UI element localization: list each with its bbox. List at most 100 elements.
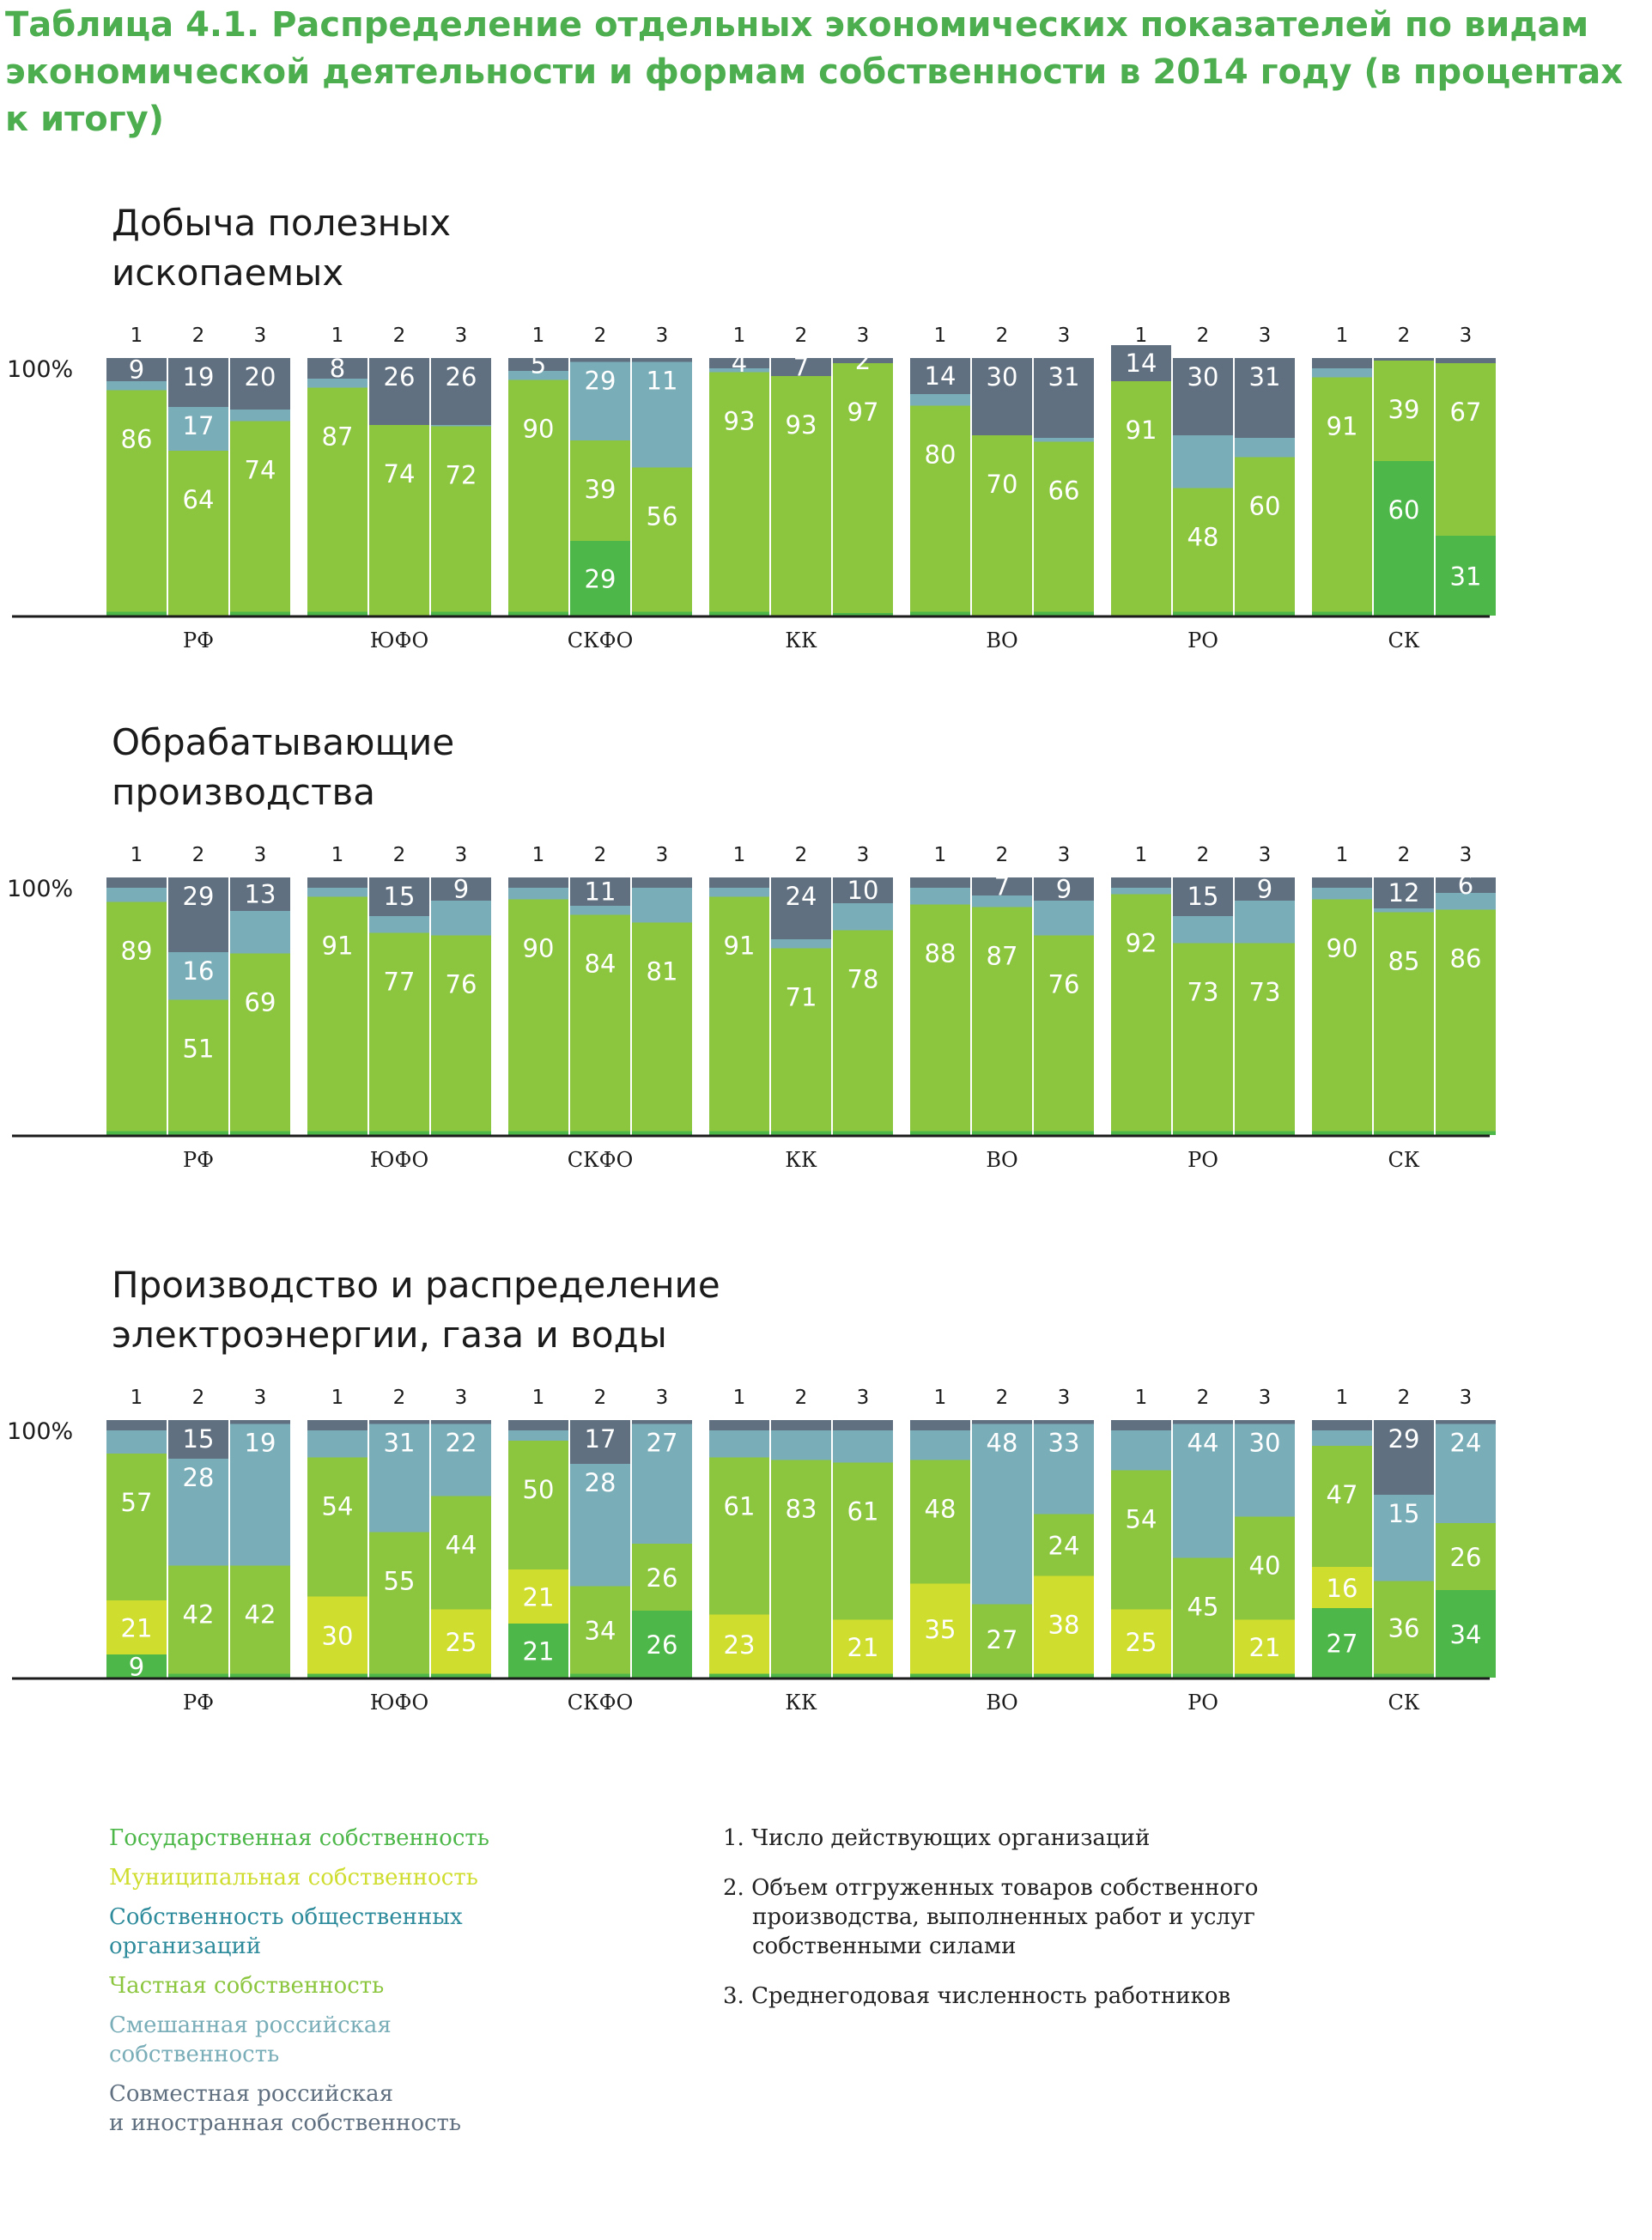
chart-title-line: Производство и распределение (112, 1264, 720, 1306)
bar-segment-private (1173, 1557, 1233, 1674)
bar-segment-state (1312, 611, 1372, 616)
bar: 56 11 (632, 358, 692, 616)
bar: 73 15 (1173, 877, 1233, 1135)
category-label: РО (1187, 628, 1218, 653)
bar-segment-state (1436, 536, 1496, 616)
data-label: 24 (1450, 1429, 1482, 1458)
data-label: 40 (1249, 1551, 1281, 1581)
data-label: 27 (1327, 1630, 1358, 1659)
bar-segment-state (1034, 1131, 1094, 1135)
bar-group: 91 60 39 31 67 (1312, 358, 1496, 616)
bar-index-label: 1 (131, 1387, 143, 1409)
data-label: 9 (1056, 875, 1072, 904)
page-title: Таблица 4.1. Распределение отдельных эко… (5, 5, 1624, 139)
bar-segment-mixed-russian (307, 379, 367, 388)
data-label: 16 (1327, 1574, 1358, 1603)
bar-index-label: 1 (131, 844, 143, 866)
bar-segment-state (1374, 461, 1434, 616)
bar-group: 90 85 12 86 6 (1312, 871, 1496, 1135)
data-label: 77 (384, 968, 416, 997)
data-label: 81 (647, 957, 678, 986)
bar-segment-private (570, 1586, 630, 1674)
bar-segment-joint-foreign (833, 1420, 893, 1430)
bar-index-label: 3 (1058, 1387, 1071, 1409)
bar: 74 26 (369, 358, 429, 616)
bar: 77 15 (369, 877, 429, 1135)
bar-segment-state (972, 1131, 1032, 1135)
bar-segment-private (833, 1462, 893, 1620)
chart-electricity: Производство и распределение электроэнерг… (7, 1264, 1496, 1715)
data-label: 26 (384, 362, 416, 392)
data-label: 11 (585, 877, 616, 907)
bar-segment-mixed-russian (1235, 438, 1295, 458)
bar-index-label: 3 (656, 325, 669, 347)
data-label: 20 (245, 362, 276, 392)
bar-segment-private (709, 372, 769, 612)
bar: 91 (307, 877, 367, 1135)
data-label: 17 (585, 1424, 616, 1454)
data-label: 45 (1187, 1593, 1219, 1622)
bar-segment-state (508, 611, 568, 616)
bar-segment-private (307, 1457, 367, 1597)
bar-index-label: 3 (857, 844, 870, 866)
bar-segment-private (168, 451, 228, 616)
data-label: 48 (925, 1495, 957, 1524)
data-label: 47 (1327, 1480, 1358, 1509)
category-label: КК (785, 628, 817, 653)
bar-segment-mixed-russian (431, 901, 491, 936)
bar: 90 (1312, 877, 1372, 1135)
data-label: 67 (1450, 398, 1482, 427)
bar-segment-mixed-russian (632, 1424, 692, 1544)
bar-segment-private (1173, 943, 1233, 1132)
data-label: 91 (1327, 412, 1358, 441)
bar: 80 14 (910, 358, 970, 616)
bar-index-label: 3 (1058, 844, 1071, 866)
bar-segment-state (307, 1131, 367, 1135)
bar-segment-mixed-russian (1173, 916, 1233, 944)
bar-segment-joint-foreign (632, 1420, 692, 1424)
bar: 87 7 (972, 872, 1032, 1135)
bar-segment-private (1312, 377, 1372, 612)
bar-segment-joint-foreign (1235, 358, 1295, 438)
bar-index-label: 3 (1460, 844, 1473, 866)
bar-segment-private (833, 363, 893, 613)
bar-segment-joint-foreign (1034, 877, 1094, 901)
data-label: 39 (1388, 395, 1420, 424)
category-label: СК (1388, 628, 1420, 653)
bar-segment-mixed-russian (709, 368, 769, 373)
bar-segment-private (106, 390, 167, 612)
data-label: 86 (121, 425, 153, 454)
bar-segment-joint-foreign (1111, 1420, 1171, 1430)
data-label: 54 (322, 1492, 354, 1521)
bar-segment-mixed-russian (910, 888, 970, 905)
data-label: 84 (585, 950, 616, 979)
bar-segment-state (1111, 1131, 1171, 1135)
data-label: 29 (585, 367, 616, 396)
bar-segment-mixed-russian (1374, 1495, 1434, 1581)
bar-group: 93 4 93 7 97 2 (709, 346, 893, 616)
bar-segment-mixed-russian (1034, 438, 1094, 442)
data-label: 26 (446, 362, 477, 392)
category-label: СК (1388, 1691, 1420, 1715)
bar: 25 54 (1111, 1420, 1171, 1678)
data-label: 23 (724, 1630, 756, 1660)
bar-segment-private (910, 1460, 970, 1584)
bar-segment-private (771, 376, 831, 616)
data-label: 31 (384, 1429, 416, 1458)
bar-index-label: 1 (1135, 844, 1148, 866)
bar: 72 26 (431, 358, 491, 616)
category-label: СКФО (568, 1691, 634, 1715)
bar-segment-mixed-russian (1034, 1424, 1094, 1515)
bar-segment-private (369, 932, 429, 1132)
bar-index-label: 3 (455, 1387, 468, 1409)
bar-segment-private (1034, 935, 1094, 1132)
data-label: 48 (987, 1429, 1018, 1458)
bar-segment-state (771, 1131, 831, 1135)
bar-segment-joint-foreign (431, 877, 491, 901)
bar-segment-mixed-russian (1173, 435, 1233, 489)
bar-segment-state (709, 611, 769, 616)
bar: 90 5 (508, 350, 568, 616)
bar-index-label: 3 (455, 844, 468, 866)
bar-segment-joint-foreign (972, 877, 1032, 895)
bar-segment-state (230, 1673, 290, 1678)
